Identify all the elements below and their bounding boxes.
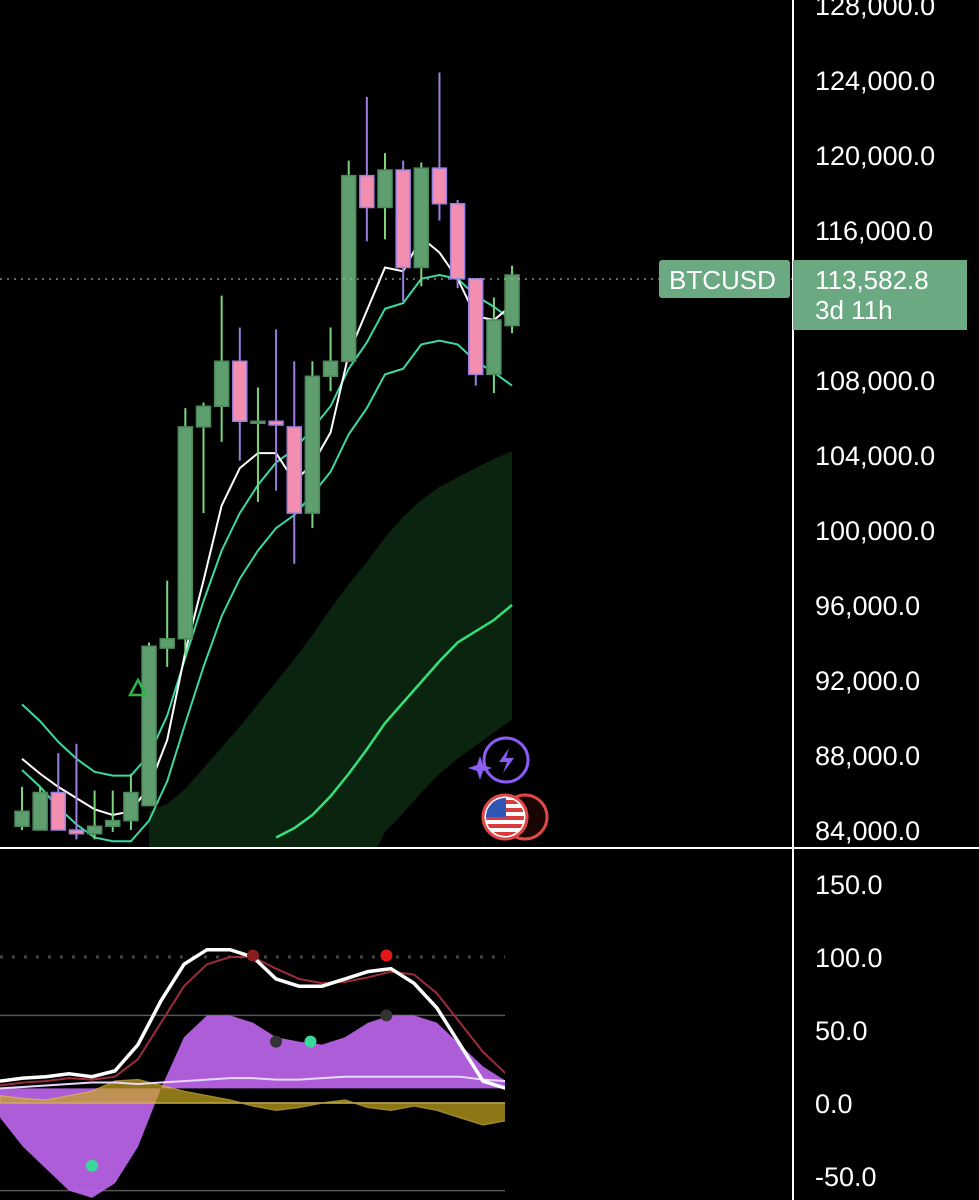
candle-body (340, 174, 357, 362)
cross-down-dot (380, 949, 393, 962)
oscillator-tick-label: 100.0 (815, 943, 883, 973)
candle-body (304, 375, 321, 514)
candle-body (86, 825, 103, 835)
oscillator-fill (0, 1015, 505, 1198)
price-pane[interactable] (0, 72, 793, 868)
price-tick-label: 120,000.0 (815, 141, 935, 171)
ema-fast-line (21, 235, 513, 817)
candle-body (159, 638, 175, 649)
oscillator-tick-label: -50.0 (815, 1162, 877, 1192)
oscillator-tick-label: 150.0 (815, 870, 883, 900)
price-tick-label: 116,000.0 (815, 216, 933, 246)
price-tick-label: 96,000.0 (815, 591, 920, 621)
candle-body (177, 426, 194, 640)
cloud-band (149, 451, 513, 848)
cross-up-dot (304, 1035, 317, 1048)
candle-body (14, 810, 30, 827)
candle-body (195, 405, 212, 428)
candle-body (32, 791, 48, 831)
cross-down-dot (247, 949, 259, 962)
candle-body (395, 169, 411, 269)
candle-body (377, 169, 393, 209)
candle-body (50, 791, 67, 831)
oscillator-baseline (0, 1075, 505, 1090)
candle-body (123, 791, 139, 822)
candle-body (213, 360, 230, 407)
candle-body (105, 819, 121, 827)
oscillator-pane[interactable] (0, 947, 506, 1198)
oscillator-plot (0, 947, 505, 1198)
candle-body (359, 174, 375, 209)
price-tick-label: 88,000.0 (815, 741, 920, 771)
candle-body (431, 167, 448, 205)
candle-body (286, 426, 302, 514)
ema-slow-line (275, 604, 513, 839)
ema-outer-line (21, 339, 513, 843)
candle-body (141, 645, 157, 807)
cross-up-dot (86, 1159, 98, 1172)
neutral-dot (380, 1009, 393, 1022)
symbol-tag-label: BTCUSD (669, 265, 776, 295)
countdown-label: 3d 11h (815, 295, 893, 325)
price-tick-label: 100,000.0 (815, 516, 935, 546)
price-tick-label: 84,000.0 (815, 816, 920, 846)
price-tick-label: 108,000.0 (815, 366, 935, 396)
candle-body (68, 829, 85, 835)
candle-body (250, 420, 266, 424)
candle-body (413, 167, 430, 269)
candle-body (449, 203, 466, 280)
candle-body (232, 360, 248, 422)
candle-body (268, 420, 284, 426)
candle-body (322, 360, 339, 377)
candle-body (486, 319, 502, 376)
price-box-bg (793, 260, 967, 330)
symbol-tag-bg (659, 260, 790, 298)
oscillator-tick-label: 0.0 (815, 1089, 853, 1119)
last-price-label: 113,582.8 (815, 265, 929, 295)
ai-spark-icon[interactable] (468, 736, 530, 784)
price-tick-label: 92,000.0 (815, 666, 920, 696)
price-tick-label: 124,000.0 (815, 66, 935, 96)
momentum-fill (0, 1078, 505, 1126)
oscillator-tick-label: 50.0 (815, 1016, 868, 1046)
ema-mid-line (21, 273, 513, 777)
us-flag-event-icon[interactable] (481, 793, 549, 841)
neutral-dot (270, 1035, 282, 1048)
candle-body (504, 274, 520, 327)
price-tick-label: 104,000.0 (815, 441, 935, 471)
candle-body (468, 278, 484, 376)
price-plot (14, 72, 520, 848)
price-tick-label: 128,000.0 (815, 0, 935, 21)
last-price-tag: BTCUSD 113,582.8 3d 11h (659, 260, 967, 330)
buy-signal-marker (127, 677, 149, 697)
